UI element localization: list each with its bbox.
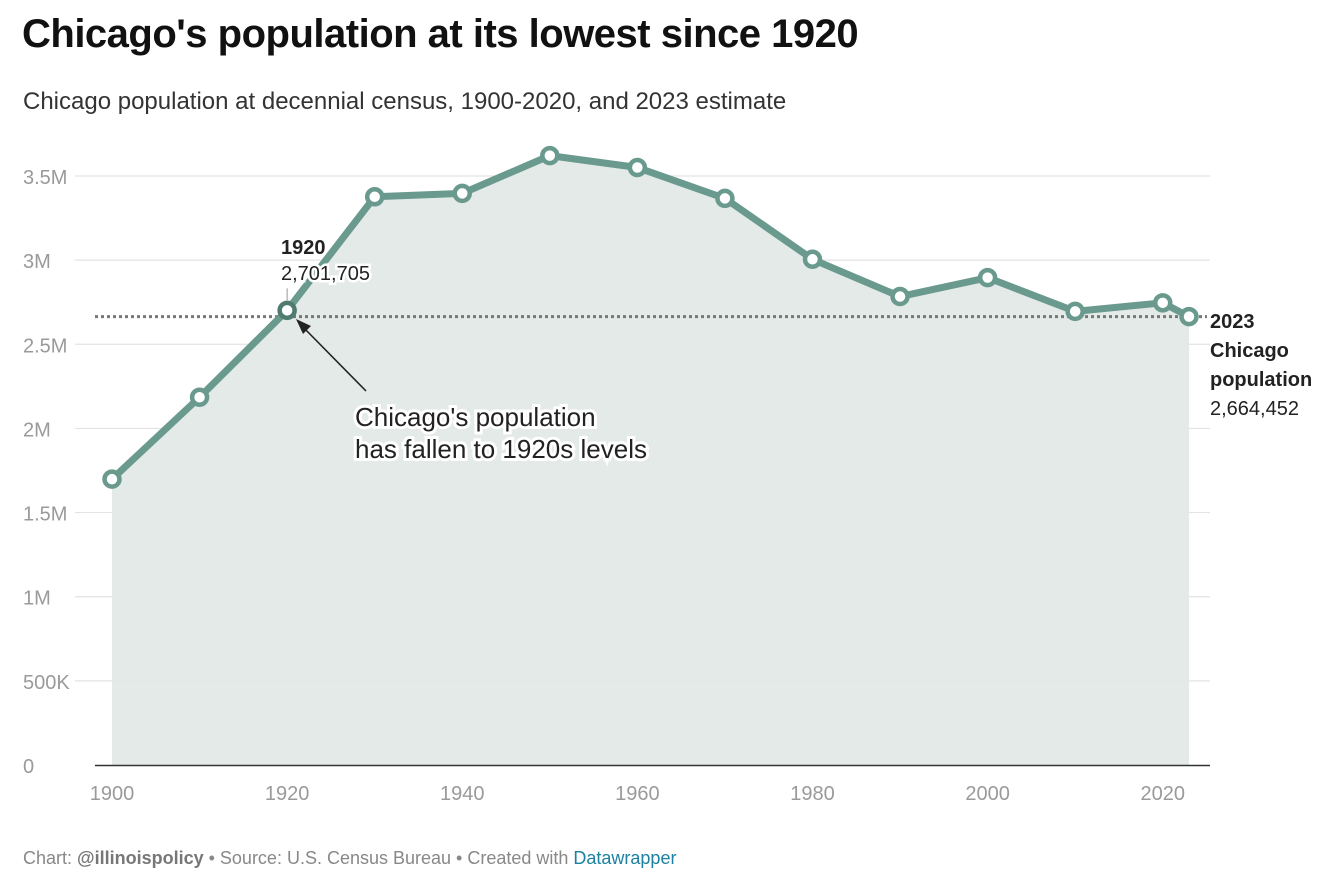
data-point-1910 [189,387,210,407]
chart-subtitle: Chicago population at decennial census, … [23,88,787,115]
data-point-1920 [277,300,297,321]
annotation-arrow [301,325,367,392]
reference-label-value: 2,664,452 [1210,398,1299,420]
data-point-1930 [364,187,385,207]
data-points [102,145,1199,489]
x-tick-label: 1940 [440,783,485,805]
annotation-arrowhead [296,319,311,334]
reference-label: 2023 Chicago population 2,664,452 [1210,311,1312,420]
y-tick-label: 3M [23,251,51,273]
y-tick-labels: 0 500K 1M 1.5M 2M 2.5M 3M 3.5M [23,167,70,778]
data-point-1970 [715,188,735,209]
x-tick-label: 1900 [90,783,135,805]
y-tick-label: 500K [23,672,70,694]
population-area [112,155,1189,766]
annotation-note-line-2: has fallen to 1920s levels [355,434,647,464]
data-point-2020 [1152,293,1173,313]
x-tick-label: 2020 [1140,783,1185,805]
annotation-1920-year: 1920 [281,237,326,259]
annotation-1920: 1920 2,701,705 [279,235,372,301]
footer: Chart: @illinoispolicy • Source: U.S. Ce… [23,848,676,869]
y-tick-label: 1M [23,588,51,610]
y-tick-label: 1.5M [23,504,67,526]
y-tick-label: 2M [23,419,51,441]
data-point-1980 [802,249,823,270]
annotation-note-line-1: Chicago's population [355,402,596,432]
x-tick-label: 1980 [790,783,835,805]
reference-label-line-1: 2023 [1210,311,1255,333]
population-line [108,152,1193,483]
data-point-1940 [452,183,472,204]
x-tick-label: 1920 [265,783,310,805]
footer-source: • Source: U.S. Census Bureau • Created w… [203,848,574,868]
x-tick-label: 1960 [615,783,660,805]
data-point-1960 [627,157,648,178]
data-point-1990 [890,286,910,307]
chart-canvas: 0 500K 1M 1.5M 2M 2.5M 3M 3.5M 1900 1920 1940 1960… [23,145,1312,805]
reference-label-line-2: Chicago [1210,340,1289,362]
data-point-2023 [1179,306,1199,327]
y-tick-label: 3.5M [23,167,67,189]
footer-chart-label: Chart: [23,848,78,868]
y-tick-label: 0 [23,756,34,778]
annotation-note: Chicago's population has fallen to 1920s… [296,319,650,467]
data-point-2010 [1065,301,1085,322]
x-tick-label: 2000 [965,783,1010,805]
data-point-2000 [977,267,998,288]
footer-datawrapper-link[interactable]: Datawrapper [573,848,677,868]
data-point-1950 [540,145,560,166]
chart-title: Chicago's population at its lowest since… [22,12,859,56]
footer-credit[interactable]: @illinoispolicy [77,848,204,868]
data-point-1900 [102,469,122,489]
x-tick-labels: 1900 1920 1940 1960 1980 2000 2020 [90,783,1185,805]
annotation-1920-value: 2,701,705 [281,263,370,285]
reference-label-line-3: population [1210,369,1312,391]
y-tick-label: 2.5M [23,335,67,357]
